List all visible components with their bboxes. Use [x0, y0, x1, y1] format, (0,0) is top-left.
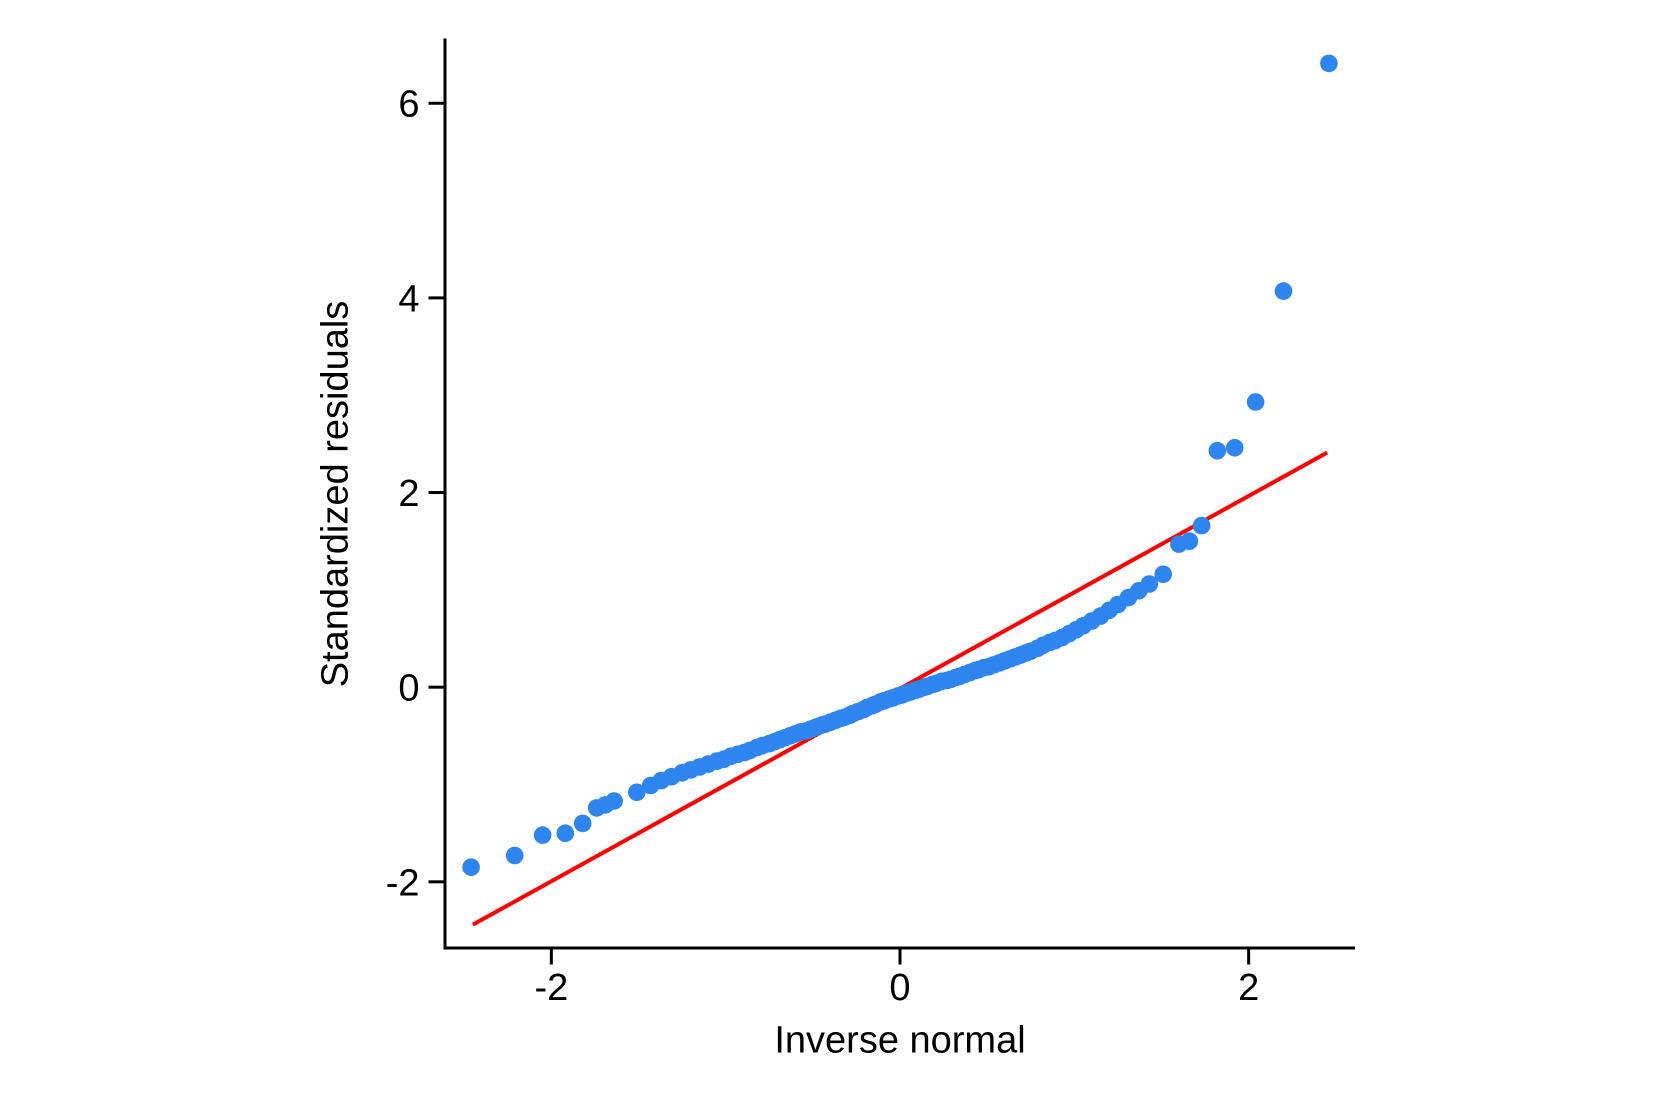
data-point [1320, 54, 1338, 73]
x-tick-label: -2 [534, 967, 568, 1009]
y-axis-title: Standardized residuals [314, 300, 357, 688]
data-point [605, 792, 623, 810]
data-point [1140, 575, 1159, 593]
x-axis-title: Inverse normal [774, 1019, 1026, 1062]
data-point [556, 824, 575, 842]
y-tick-label: 0 [398, 668, 419, 710]
data-point [573, 814, 592, 833]
data-point [1192, 516, 1211, 535]
y-tick-label: 2 [398, 473, 419, 515]
data-point [1208, 441, 1227, 460]
data-point [1225, 439, 1244, 457]
data-point [628, 783, 646, 802]
data-point [533, 826, 552, 844]
x-tick-label: 2 [1238, 967, 1259, 1009]
y-tick-label: 6 [398, 84, 419, 126]
data-point [1180, 532, 1199, 550]
data-point [1274, 282, 1293, 300]
data-point [1154, 565, 1172, 584]
data-point [505, 846, 524, 865]
data-point [1246, 393, 1265, 411]
y-tick-label: -2 [386, 862, 420, 904]
x-tick-label: 0 [889, 967, 910, 1009]
y-tick-label: 4 [398, 278, 419, 320]
data-point [462, 858, 480, 876]
